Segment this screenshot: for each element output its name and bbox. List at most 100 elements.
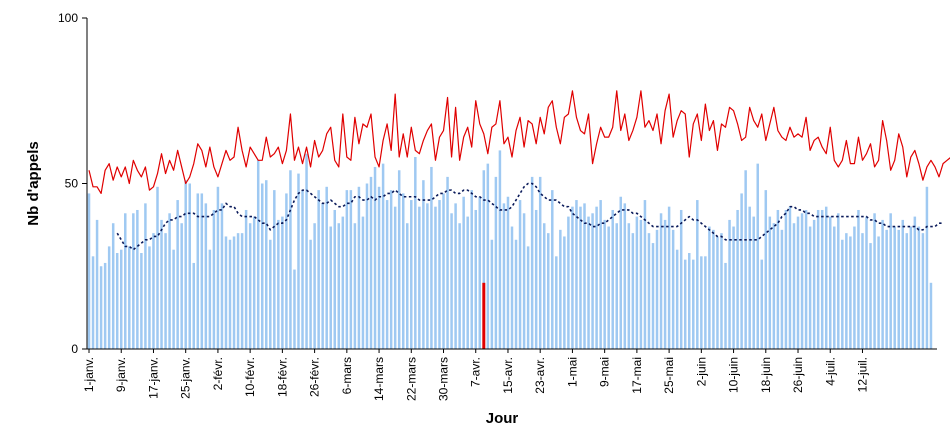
x-tick-label: 25-mai (662, 357, 676, 394)
bar (454, 203, 457, 349)
bar (289, 170, 292, 349)
bar (490, 239, 494, 349)
bar (704, 256, 707, 349)
bar (128, 246, 131, 349)
bars-layer (87, 150, 933, 349)
bar (877, 236, 880, 349)
bar (756, 163, 759, 349)
bar (748, 206, 751, 349)
bar (329, 226, 332, 349)
bar (547, 233, 550, 349)
bar (635, 216, 639, 349)
bar (551, 190, 554, 349)
bar (442, 193, 445, 349)
bar (446, 176, 449, 349)
x-ticks: 1-janv. 9-janv. 17-janv. 25-janv. 2-févr. 10-… (82, 349, 869, 401)
bar (277, 219, 280, 349)
bar (462, 196, 465, 349)
bar (824, 206, 828, 349)
x-tick-label: 18-févr. (275, 357, 289, 397)
bar (780, 229, 784, 349)
bar (627, 223, 631, 349)
bar (764, 190, 768, 349)
bar (615, 223, 618, 349)
y-ticks: 0 50 100 (58, 11, 87, 356)
bar (671, 229, 675, 349)
x-tick-label: 6-mars (340, 357, 354, 394)
x-tick-label: 1-mai (565, 357, 579, 387)
x-tick-label: 26-juin (791, 357, 805, 393)
bar (889, 213, 892, 349)
bar (369, 176, 373, 349)
x-tick-label: 2-févr. (211, 357, 225, 390)
bar (506, 196, 510, 349)
bar (204, 203, 208, 349)
bar (240, 233, 244, 349)
bar (124, 213, 127, 349)
bar (393, 206, 397, 349)
bar (434, 206, 437, 349)
bar (297, 173, 300, 349)
bar (273, 190, 276, 349)
x-tick-label: 23-avr. (533, 357, 547, 394)
bar (373, 166, 377, 349)
x-tick-label: 12-juil. (855, 357, 869, 392)
bar (144, 203, 147, 349)
bar (252, 216, 256, 349)
bar (301, 190, 304, 349)
bar (438, 200, 441, 349)
bar (309, 239, 312, 349)
bar (885, 229, 888, 349)
bar (921, 233, 925, 349)
bar (397, 170, 401, 349)
x-axis-title: Jour (486, 410, 519, 427)
bar (220, 203, 224, 349)
bar (510, 226, 514, 349)
bar (929, 282, 933, 349)
bar (208, 249, 212, 349)
bar (675, 249, 679, 349)
bar (559, 229, 562, 349)
y-tick-label: 0 (71, 342, 78, 356)
bar (683, 259, 687, 349)
y-tick-label: 50 (65, 177, 79, 191)
bar (188, 183, 191, 349)
bar (244, 209, 248, 349)
bar (353, 223, 357, 349)
bar (563, 236, 566, 349)
bar (784, 209, 788, 349)
bar (542, 223, 546, 349)
bar (99, 266, 103, 349)
bar (623, 203, 627, 349)
x-tick-label: 4-juil. (823, 357, 837, 386)
x-tick-label: 10-févr. (243, 357, 257, 397)
bar (156, 186, 159, 349)
bar (583, 203, 586, 349)
max-line (88, 90, 950, 195)
bar (494, 176, 498, 349)
bar (381, 163, 385, 349)
moving-average-line (116, 182, 944, 251)
bar (176, 200, 179, 349)
bar (349, 190, 353, 349)
bar (591, 213, 594, 349)
bar (647, 233, 651, 349)
bar (107, 246, 111, 349)
bar (688, 253, 691, 349)
bar (132, 213, 135, 349)
bar (744, 170, 747, 349)
bar (313, 223, 316, 349)
bar (917, 226, 921, 349)
bar (897, 229, 900, 349)
bar (655, 229, 659, 349)
bar (426, 203, 429, 349)
bar (474, 209, 477, 349)
bar (788, 206, 792, 349)
bar (87, 193, 91, 349)
x-tick-label: 26-févr. (308, 357, 322, 397)
bar (663, 219, 667, 349)
bar (651, 243, 655, 349)
bar (450, 213, 453, 349)
